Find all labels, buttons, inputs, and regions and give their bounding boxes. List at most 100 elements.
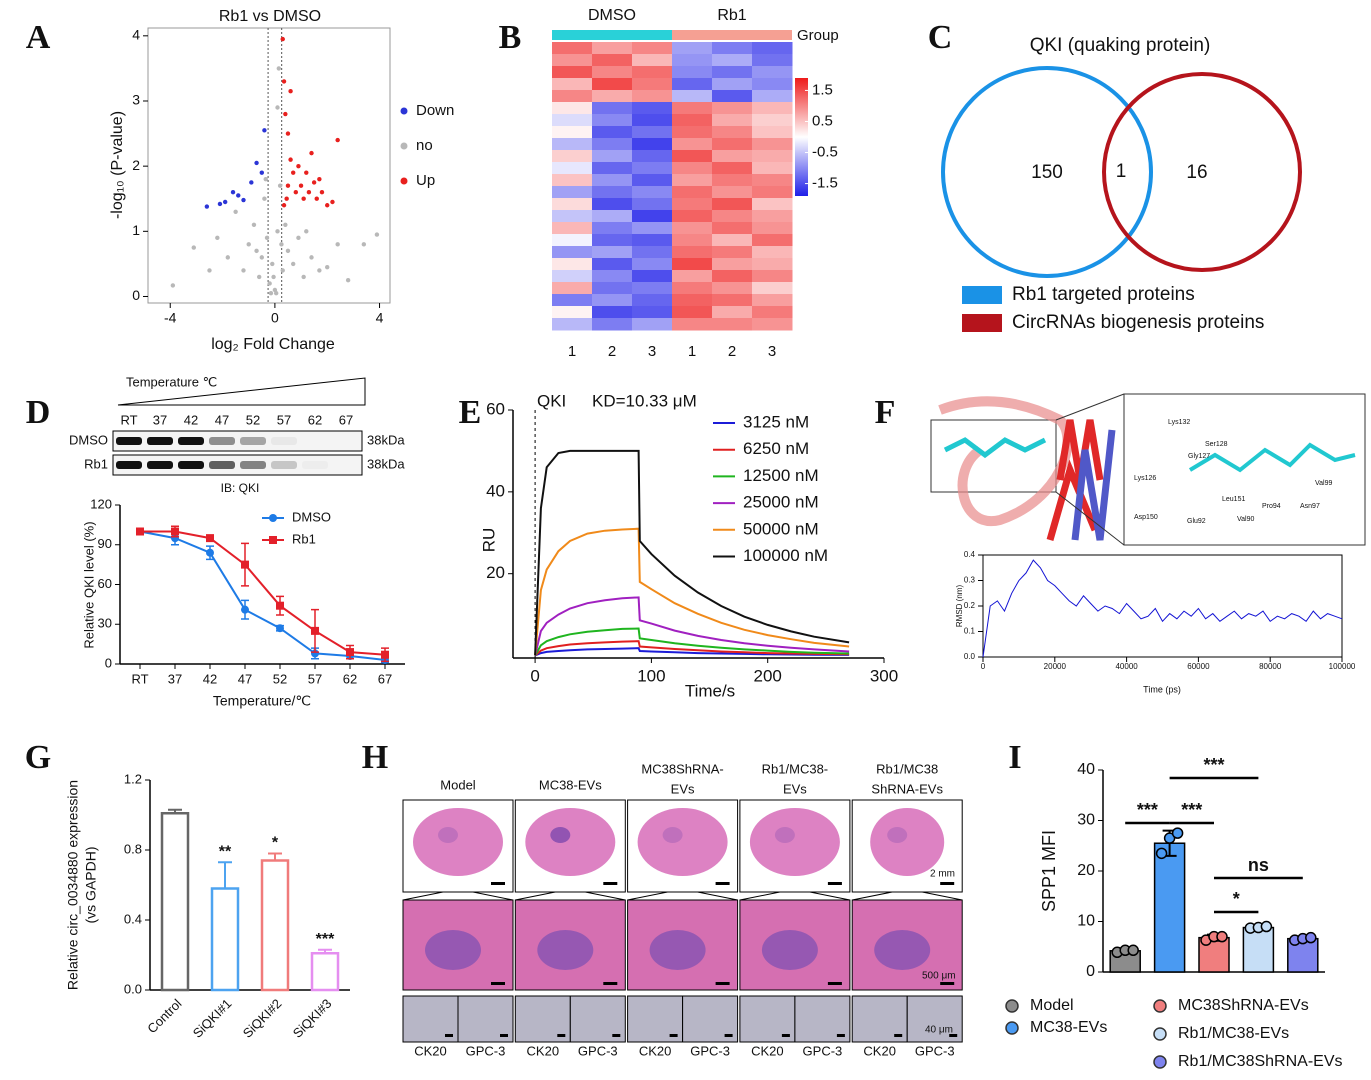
heat-cell [672, 138, 713, 151]
heat-cell [632, 42, 673, 55]
heat-cell [712, 210, 753, 223]
residue-label: Ser128 [1205, 441, 1228, 448]
group-bar [672, 30, 792, 40]
point [283, 222, 288, 228]
heat-cell [712, 78, 753, 91]
heat-cell [712, 198, 753, 211]
data-point [1216, 930, 1228, 943]
point [325, 264, 330, 270]
y-tick-label: 40 [486, 481, 505, 500]
y-tick-label: 20 [1077, 862, 1095, 879]
panel-letter: C [928, 19, 953, 56]
residue-label: Lys132 [1168, 419, 1190, 426]
point [296, 235, 301, 241]
legend-label: 50000 nM [743, 519, 819, 538]
heat-cell [592, 138, 633, 151]
heat-cell [592, 294, 633, 307]
group-bar [552, 30, 672, 40]
data-point [1305, 931, 1317, 944]
heat-cell [712, 186, 753, 199]
heat-cell [552, 114, 593, 127]
heat-cell [632, 198, 673, 211]
y-tick-label: 90 [98, 536, 112, 551]
protein-ribbon [1071, 429, 1116, 541]
legend-marker [269, 536, 277, 544]
data-point [1155, 847, 1168, 860]
point [335, 137, 340, 143]
point [222, 199, 228, 205]
point [306, 190, 312, 195]
legend-label: 3125 nM [743, 412, 809, 431]
point [225, 255, 230, 260]
tissue-spot [438, 827, 458, 843]
legend-label: DMSO [292, 509, 331, 524]
heat-cell [712, 42, 753, 55]
x-tick-label: 47 [238, 671, 252, 686]
stain-label: CK20 [639, 1043, 672, 1058]
column-label: Rb1/MC38- [762, 761, 828, 776]
marker [241, 560, 249, 569]
point [246, 242, 251, 247]
set-count: 16 [1186, 162, 1207, 183]
heat-cell [632, 78, 673, 91]
y-tick-label: 60 [486, 399, 505, 418]
gradient-wedge [117, 377, 366, 406]
heat-cell [752, 102, 793, 115]
heat-cell [632, 66, 673, 79]
blot-caption: IB: QKI [221, 481, 260, 495]
point [283, 111, 288, 117]
y-tick-label: 0 [105, 655, 112, 670]
point [241, 197, 246, 203]
y-tick-label: 1.2 [124, 771, 142, 786]
y-tick-label: 120 [90, 496, 112, 511]
y-tick-label: 0 [132, 287, 140, 303]
point [285, 131, 291, 136]
heat-cell [632, 90, 673, 103]
y-axis-label: Relative circ_0034880 expression [65, 780, 81, 990]
heat-cell [752, 210, 793, 223]
series-line [534, 640, 850, 657]
point [275, 105, 280, 110]
y-axis-label: SPP1 MFI [1039, 830, 1059, 912]
heat-cell [712, 162, 753, 175]
point [262, 128, 267, 133]
stain-label: CK20 [527, 1043, 560, 1058]
heat-cell [592, 162, 633, 175]
legend-marker [269, 514, 277, 522]
scale-bar [500, 1034, 508, 1037]
legend-label: Rb1/MC38-EVs [1178, 1025, 1289, 1042]
heat-cell [592, 222, 633, 235]
heat-cell [752, 186, 793, 199]
band [271, 461, 297, 469]
heat-cell [552, 90, 593, 103]
heat-cell [632, 102, 673, 115]
heat-cell [552, 294, 593, 307]
heat-cell [592, 234, 633, 247]
bar [310, 952, 340, 992]
heat-cell [592, 258, 633, 271]
heat-cell [552, 102, 593, 115]
size-label: 38kDa [367, 456, 405, 471]
heat-cell [752, 114, 793, 127]
heat-cell [752, 306, 793, 319]
tissue [413, 808, 503, 876]
point [279, 242, 284, 247]
y-axis-label: (vs GAPDH) [83, 847, 99, 924]
heat-cell [632, 258, 673, 271]
heat-cell [632, 114, 673, 127]
heat-cell [592, 270, 633, 283]
series-line [534, 527, 850, 656]
point [285, 183, 291, 188]
marker [346, 648, 354, 657]
point [259, 170, 265, 175]
scale-bar [949, 1034, 958, 1037]
legend-marker [1005, 1021, 1019, 1035]
point [251, 222, 257, 228]
x-tick-label: 4 [376, 310, 384, 326]
band [302, 461, 328, 469]
error-bar [218, 861, 232, 889]
y-tick-label: 40 [1077, 761, 1095, 778]
heat-cell [672, 114, 713, 127]
heat-cell [632, 150, 673, 163]
heat-cell [552, 54, 593, 67]
